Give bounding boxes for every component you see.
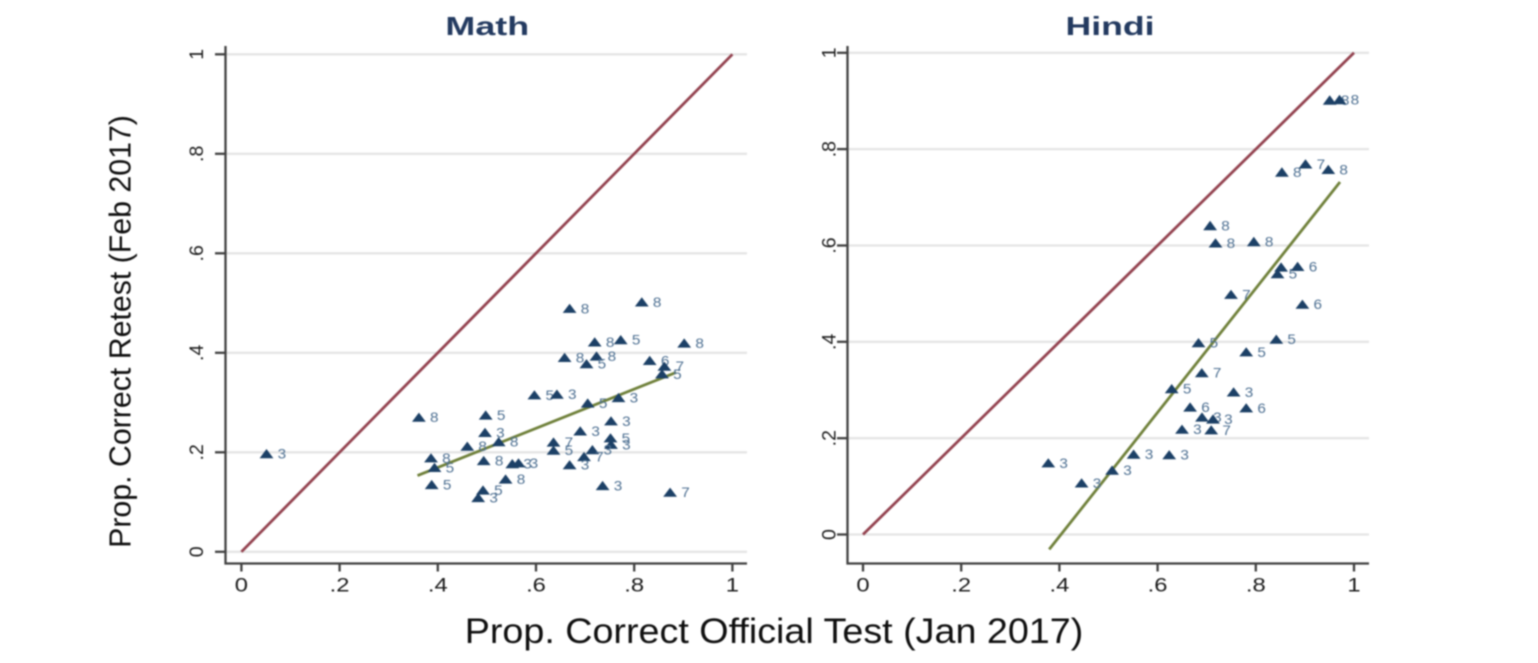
- svg-text:3: 3: [591, 425, 600, 440]
- svg-text:3: 3: [622, 438, 631, 453]
- svg-text:Prop. Correct Official Test (J: Prop. Correct Official Test (Jan 2017): [465, 611, 1084, 650]
- svg-text:.6: .6: [1148, 574, 1168, 596]
- svg-text:8: 8: [576, 351, 585, 366]
- svg-text:5: 5: [565, 444, 574, 459]
- svg-text:6: 6: [1314, 298, 1323, 313]
- svg-text:7: 7: [676, 360, 685, 375]
- svg-text:8: 8: [442, 451, 451, 466]
- svg-text:7: 7: [1317, 157, 1326, 172]
- svg-text:8: 8: [1341, 94, 1350, 109]
- svg-text:.8: .8: [186, 146, 208, 162]
- svg-text:Prop. Correct Retest (Feb 2017: Prop. Correct Retest (Feb 2017): [105, 115, 138, 548]
- svg-text:3: 3: [1213, 411, 1222, 426]
- svg-text:3: 3: [622, 414, 631, 429]
- svg-text:8: 8: [1221, 219, 1230, 234]
- svg-text:7: 7: [1213, 366, 1222, 381]
- svg-text:.4: .4: [1049, 574, 1069, 596]
- svg-text:3: 3: [523, 457, 532, 472]
- svg-text:5: 5: [632, 333, 641, 348]
- svg-text:5: 5: [446, 461, 455, 476]
- svg-text:0: 0: [235, 574, 248, 596]
- svg-text:5: 5: [1257, 345, 1266, 360]
- svg-text:.6: .6: [819, 237, 841, 253]
- svg-text:7: 7: [681, 486, 690, 501]
- svg-text:.2: .2: [951, 574, 971, 596]
- svg-text:0: 0: [819, 529, 841, 540]
- svg-text:3: 3: [614, 479, 623, 494]
- svg-text:5: 5: [497, 409, 506, 424]
- svg-text:5: 5: [1287, 333, 1296, 348]
- svg-text:5: 5: [1210, 336, 1219, 351]
- svg-text:8: 8: [653, 296, 662, 311]
- svg-text:5: 5: [1289, 267, 1298, 282]
- svg-text:3: 3: [630, 391, 639, 406]
- svg-text:.4: .4: [186, 345, 208, 361]
- svg-text:6: 6: [1257, 401, 1266, 416]
- svg-text:8: 8: [1351, 93, 1360, 108]
- svg-text:8: 8: [1227, 236, 1236, 251]
- svg-text:3: 3: [1123, 464, 1132, 479]
- svg-text:8: 8: [606, 336, 615, 351]
- svg-text:1: 1: [726, 574, 739, 596]
- svg-text:.2: .2: [186, 444, 208, 460]
- svg-text:3: 3: [1180, 448, 1189, 463]
- svg-text:5: 5: [1183, 382, 1192, 397]
- svg-text:7: 7: [565, 436, 574, 451]
- svg-text:7: 7: [1222, 423, 1231, 438]
- svg-text:8: 8: [695, 337, 704, 352]
- svg-text:.8: .8: [624, 574, 644, 596]
- svg-text:8: 8: [430, 411, 439, 426]
- svg-text:3: 3: [278, 447, 287, 462]
- svg-text:Math: Math: [445, 12, 529, 41]
- svg-text:8: 8: [1265, 235, 1274, 250]
- svg-text:8: 8: [1339, 163, 1348, 178]
- svg-text:.2: .2: [330, 574, 350, 596]
- svg-text:7: 7: [595, 450, 604, 465]
- svg-text:1: 1: [1347, 574, 1360, 596]
- svg-text:8: 8: [510, 435, 519, 450]
- svg-text:0: 0: [856, 574, 869, 596]
- svg-text:7: 7: [1242, 288, 1251, 303]
- svg-text:.4: .4: [819, 334, 841, 350]
- svg-text:.6: .6: [186, 245, 208, 261]
- svg-text:3: 3: [1193, 423, 1202, 438]
- svg-text:8: 8: [1293, 166, 1302, 181]
- svg-text:5: 5: [443, 478, 452, 493]
- svg-text:5: 5: [673, 367, 682, 382]
- svg-text:.6: .6: [526, 574, 546, 596]
- svg-text:5: 5: [599, 397, 608, 412]
- svg-text:8: 8: [517, 473, 526, 488]
- svg-text:0: 0: [186, 546, 208, 557]
- svg-text:8: 8: [608, 350, 617, 365]
- svg-text:3: 3: [496, 426, 505, 441]
- svg-text:3: 3: [1093, 477, 1102, 492]
- svg-text:1: 1: [819, 47, 841, 58]
- svg-text:8: 8: [478, 440, 487, 455]
- svg-text:8: 8: [495, 454, 504, 469]
- svg-text:3: 3: [581, 458, 590, 473]
- svg-text:1: 1: [186, 49, 208, 60]
- svg-text:3: 3: [604, 443, 613, 458]
- svg-text:6: 6: [1201, 401, 1210, 416]
- svg-text:3: 3: [1224, 413, 1233, 428]
- svg-text:.4: .4: [428, 574, 448, 596]
- svg-text:5: 5: [546, 388, 555, 403]
- svg-text:6: 6: [1309, 260, 1318, 275]
- svg-text:3: 3: [1245, 386, 1254, 401]
- svg-text:.2: .2: [819, 430, 841, 446]
- svg-text:.8: .8: [819, 141, 841, 157]
- svg-text:3: 3: [568, 388, 577, 403]
- svg-text:5: 5: [494, 484, 503, 499]
- svg-text:5: 5: [622, 431, 631, 446]
- svg-text:3: 3: [1059, 456, 1068, 471]
- svg-text:5: 5: [598, 357, 607, 372]
- svg-text:3: 3: [489, 491, 498, 506]
- svg-text:6: 6: [661, 354, 670, 369]
- svg-text:3: 3: [530, 456, 539, 471]
- svg-text:8: 8: [581, 302, 590, 317]
- svg-text:.8: .8: [1246, 574, 1266, 596]
- svg-text:Hindi: Hindi: [1065, 12, 1154, 41]
- svg-text:3: 3: [1145, 448, 1154, 463]
